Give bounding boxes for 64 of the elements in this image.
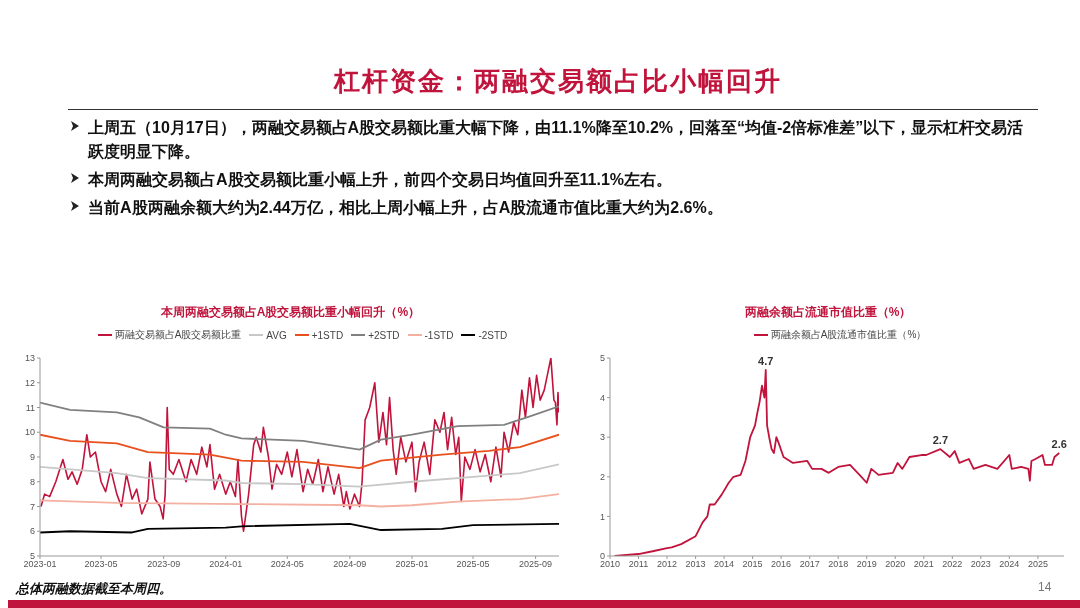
x-tick-label: 2025-01 (395, 559, 429, 570)
x-tick-label: 2023-05 (84, 559, 118, 570)
legend-label: 两融交易额占A股交易额比重 (114, 328, 242, 342)
x-tick-label: 2013 (685, 559, 706, 570)
y-tick-label: 3 (599, 432, 605, 443)
chart-title: 本周两融交易额占A股交易额比重小幅回升（%） (159, 304, 422, 321)
chart-title: 两融余额占流通市值比重（%） (743, 304, 913, 321)
text: 总体两融数据截至本周四。 (16, 580, 172, 598)
line-series (40, 401, 559, 451)
y-tick-label: 9 (29, 452, 35, 463)
x-tick-label: 2024 (999, 559, 1020, 570)
x-tick-label: 2022 (942, 559, 963, 570)
annotation: 2.7 (932, 434, 949, 447)
y-tick-label: 11 (25, 402, 35, 413)
annotation: 4.7 (758, 354, 774, 367)
y-tick-label: 5 (599, 353, 605, 364)
x-tick-label: 2015 (742, 559, 763, 570)
x-tick-label: 2012 (657, 559, 678, 570)
y-tick-label: 12 (24, 377, 35, 388)
x-tick-label: 2024-01 (209, 559, 243, 570)
x-tick-label: 2018 (828, 559, 849, 570)
legend-label: AVG (266, 329, 287, 341)
text: 当前A股两融余额大约为2.44万亿，相比上周小幅上升，占A股流通市值比重大约为2.6%。 (88, 198, 723, 218)
text: 上周五（10月17日），两融交易额占A股交易额比重大幅下降，由11.1%降至10.2%，回落至“均值-2倍标准差”以下，显示杠杆交易活跃度明显下降。 (88, 118, 1025, 162)
x-tick-label: 2017 (799, 559, 820, 570)
x-tick-label: 2021 (913, 559, 934, 570)
y-tick-label: 8 (29, 476, 35, 487)
x-tick-label: 2024-09 (333, 559, 367, 570)
y-tick-label: 10 (24, 427, 35, 438)
legend-label: -2STD (478, 329, 508, 341)
y-tick-label: 1 (599, 511, 605, 522)
x-tick-label: 2020 (885, 559, 906, 570)
y-tick-label: 13 (24, 353, 35, 364)
text: 杠杆资金：两融交易额占比小幅回升 (332, 65, 783, 98)
x-tick-label: 2024-05 (270, 559, 304, 570)
line-series (40, 358, 559, 533)
x-tick-label: 2019 (856, 559, 877, 570)
y-tick-label: 6 (29, 526, 35, 537)
x-tick-label: 2025-09 (519, 559, 553, 570)
y-tick-label: 4 (599, 392, 605, 403)
x-tick-label: 2023 (970, 559, 991, 570)
legend-label: +1STD (311, 329, 344, 341)
legend-label: -1STD (424, 329, 454, 341)
y-tick-label: 5 (29, 551, 35, 562)
line-series (40, 522, 559, 534)
text: 14 (1038, 580, 1052, 594)
y-tick-label: 7 (29, 501, 35, 512)
text: 本周两融交易额占A股交易额比重小幅上升，前四个交易日均值回升至11.1%左右。 (88, 170, 673, 190)
annotation: 2.6 (1051, 438, 1067, 451)
x-tick-label: 2014 (714, 559, 735, 570)
line-series (40, 493, 559, 508)
x-tick-label: 2025-05 (456, 559, 490, 570)
x-tick-label: 2023-09 (147, 559, 181, 570)
y-tick-label: 2 (599, 471, 605, 482)
x-tick-label: 2011 (628, 559, 649, 570)
x-tick-label: 2023-01 (23, 559, 57, 570)
x-tick-label: 2016 (771, 559, 792, 570)
x-tick-label: 2010 (599, 559, 621, 570)
y-tick-label: 0 (599, 551, 605, 562)
legend-label: 两融余额占A股流通市值比重（%） (770, 328, 927, 342)
x-tick-label: 2025 (1027, 559, 1048, 570)
line-series (40, 433, 559, 470)
line-series (40, 463, 559, 488)
legend-label: +2STD (368, 329, 400, 341)
